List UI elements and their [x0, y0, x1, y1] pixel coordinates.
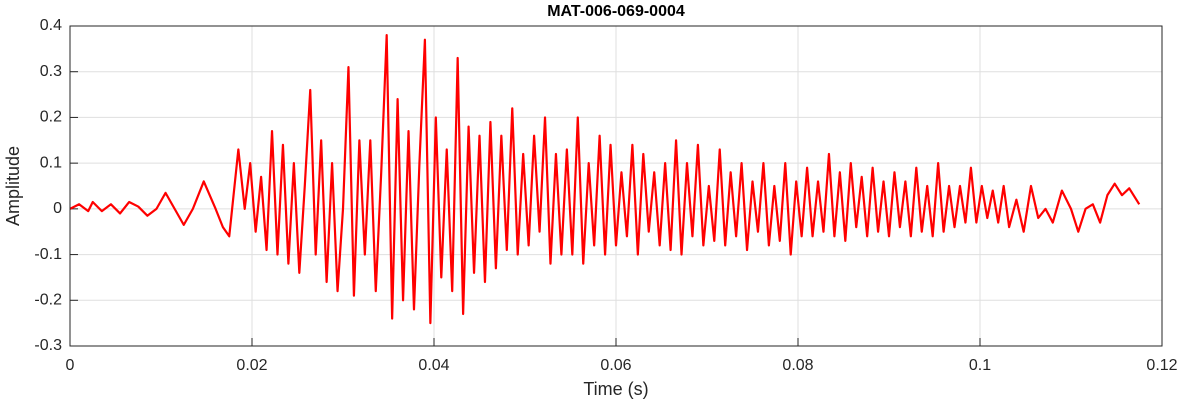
- x-tick-label: 0.1: [969, 357, 991, 374]
- chart-title: MAT-006-069-0004: [547, 3, 685, 20]
- y-tick-label: 0.1: [40, 154, 62, 171]
- y-tick-label: 0.2: [40, 109, 62, 126]
- waveform-line: [69, 34, 1141, 325]
- y-tick-label: 0.4: [40, 17, 62, 34]
- x-tick-label: 0.12: [1146, 357, 1177, 374]
- y-tick-label: -0.3: [34, 337, 62, 354]
- x-tick-label: 0.02: [236, 357, 267, 374]
- x-tick-label: 0.08: [782, 357, 813, 374]
- y-tick-label: -0.1: [34, 246, 62, 263]
- x-tick-label: 0.06: [600, 357, 631, 374]
- y-tick-label: 0.3: [40, 63, 62, 80]
- x-tick-label: 0: [66, 357, 75, 374]
- y-tick-label: 0: [53, 200, 62, 217]
- plot-frame: [69, 25, 1163, 347]
- x-axis-label: Time (s): [583, 379, 648, 399]
- x-tick-label: 0.04: [418, 357, 449, 374]
- y-tick-label: -0.2: [34, 292, 62, 309]
- y-axis-label: Amplitude: [3, 146, 23, 226]
